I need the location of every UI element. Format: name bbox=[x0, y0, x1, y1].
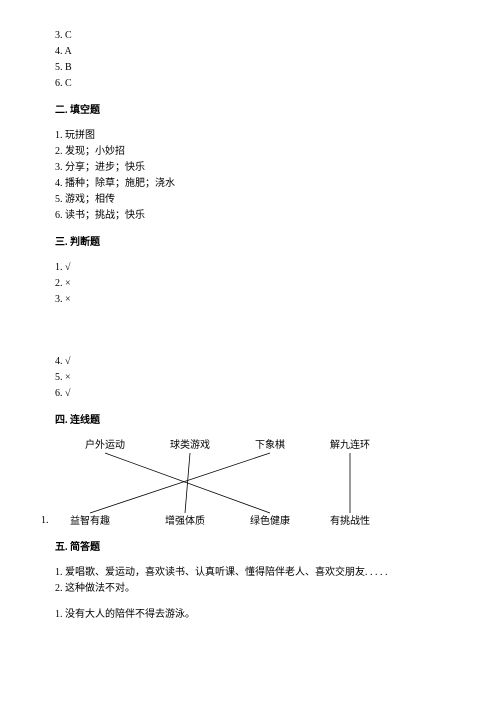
section-3-title: 三. 判断题 bbox=[55, 235, 445, 250]
fill-blank-block: 1. 玩拼图 2. 发现；小妙招 3. 分享；进步；快乐 4. 播种；除草；施肥… bbox=[55, 128, 445, 223]
essay-answer: 2. 这种做法不对。 bbox=[55, 581, 445, 596]
mc-answers-block: 3. C 4. A 5. B 6. C bbox=[55, 28, 445, 91]
matching-number: 1. bbox=[41, 513, 49, 528]
mc-answer: 6. C bbox=[55, 76, 445, 91]
judge-answer: 1. √ bbox=[55, 260, 445, 275]
essay-block: 1. 爱唱歌、爱运动，喜欢读书、认真听课、懂得陪伴老人、喜欢交朋友. . . .… bbox=[55, 565, 445, 596]
judge-answer: 2. × bbox=[55, 276, 445, 291]
fill-answer: 6. 读书；挑战；快乐 bbox=[55, 208, 445, 223]
gap bbox=[55, 597, 445, 607]
fill-answer: 5. 游戏；相传 bbox=[55, 192, 445, 207]
gap bbox=[55, 308, 445, 354]
essay-answer: 1. 爱唱歌、爱运动，喜欢读书、认真听课、懂得陪伴老人、喜欢交朋友. . . .… bbox=[55, 565, 445, 580]
mc-answer: 4. A bbox=[55, 44, 445, 59]
fill-answer: 3. 分享；进步；快乐 bbox=[55, 160, 445, 175]
section-5-title: 五. 简答题 bbox=[55, 540, 445, 555]
judge-answer: 3. × bbox=[55, 292, 445, 307]
matching-lines bbox=[55, 438, 395, 528]
judge-block-2: 4. √ 5. × 6. √ bbox=[55, 354, 445, 401]
judge-answer: 5. × bbox=[55, 370, 445, 385]
judge-block-1: 1. √ 2. × 3. × bbox=[55, 260, 445, 307]
matching-diagram: 1. 户外运动球类游戏下象棋解九连环 益智有趣增强体质绿色健康有挑战性 bbox=[55, 438, 395, 528]
section-4-title: 四. 连线题 bbox=[55, 413, 445, 428]
fill-answer: 1. 玩拼图 bbox=[55, 128, 445, 143]
judge-answer: 4. √ bbox=[55, 354, 445, 369]
essay-extra: 1. 没有大人的陪伴不得去游泳。 bbox=[55, 607, 445, 622]
fill-answer: 4. 播种；除草；施肥；浇水 bbox=[55, 176, 445, 191]
fill-answer: 2. 发现；小妙招 bbox=[55, 144, 445, 159]
mc-answer: 5. B bbox=[55, 60, 445, 75]
judge-answer: 6. √ bbox=[55, 386, 445, 401]
section-2-title: 二. 填空题 bbox=[55, 103, 445, 118]
mc-answer: 3. C bbox=[55, 28, 445, 43]
